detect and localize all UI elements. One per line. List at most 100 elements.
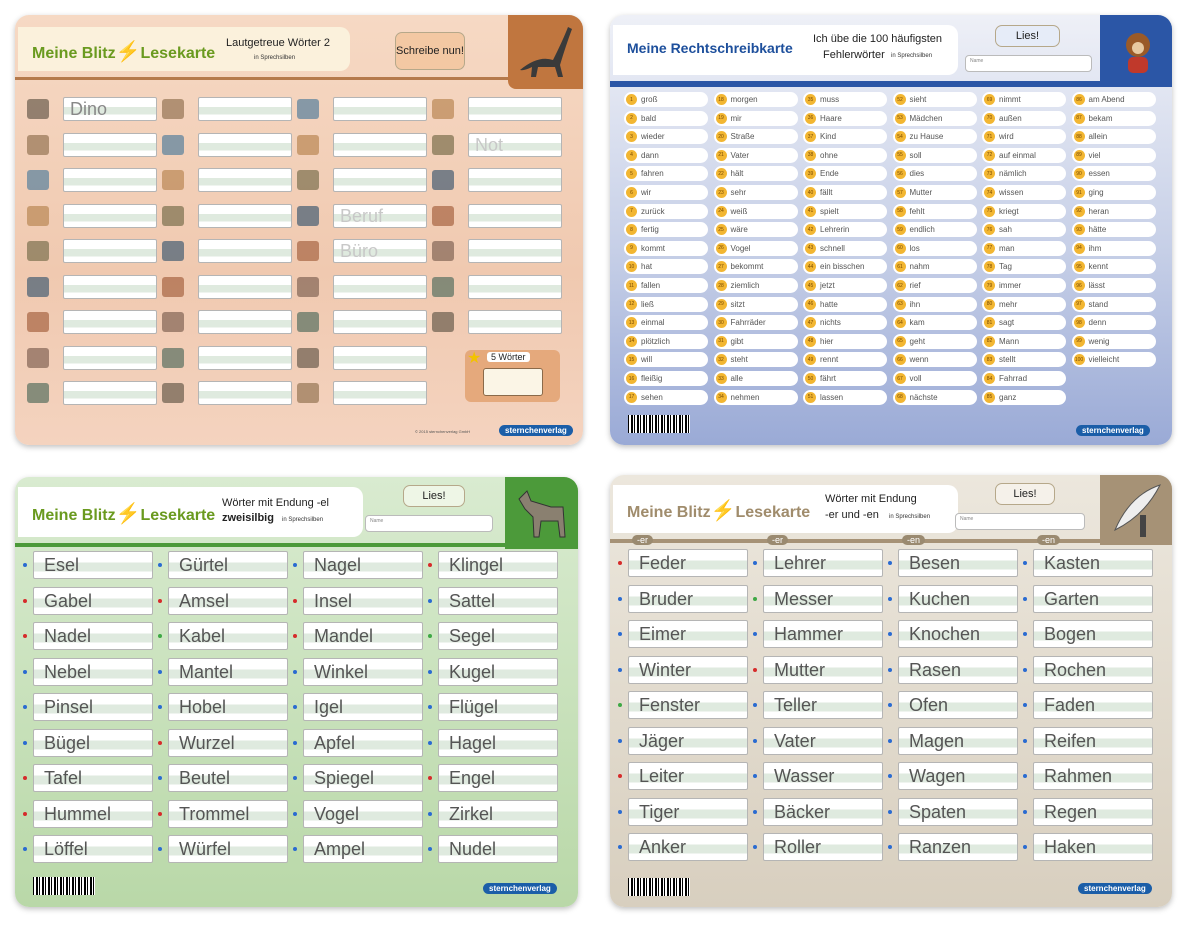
name-field[interactable]: Name — [955, 513, 1085, 530]
word-box: Amsel — [168, 586, 288, 615]
word-box: Klingel — [438, 551, 558, 579]
color-dot — [428, 598, 432, 603]
word-pill: 84 Fahrrad — [982, 371, 1066, 386]
word-pill: 75 kriegt — [982, 203, 1066, 219]
picture — [297, 276, 319, 297]
color-dot — [618, 667, 622, 672]
read-button[interactable]: Lies! — [995, 25, 1060, 47]
word-number: 90 — [1073, 168, 1085, 180]
word-box: Rasen — [898, 655, 1018, 684]
word-number: 8 — [626, 224, 637, 236]
logo: sternchenverlag — [1076, 425, 1150, 436]
logo: sternchenverlag — [1078, 883, 1152, 894]
picture — [162, 347, 184, 368]
word: wir — [641, 188, 652, 197]
word-pill: 65 geht — [892, 333, 977, 349]
word: muss — [820, 95, 840, 104]
word-pill: 8 fertig — [624, 222, 708, 238]
word: ihm — [1088, 243, 1102, 253]
word-number: 12 — [626, 298, 637, 310]
color-dot — [1023, 738, 1027, 743]
word-number: 100 — [1073, 354, 1085, 366]
color-dot — [293, 847, 297, 851]
word-pill: 78 Tag — [982, 259, 1066, 275]
word: Ofen — [909, 695, 949, 715]
word-number: 45 — [805, 280, 816, 291]
writing-line — [63, 132, 157, 157]
word: mir — [730, 113, 742, 123]
picture — [27, 383, 49, 403]
word-pill: 86 am Abend — [1071, 92, 1156, 107]
word-number: 32 — [715, 354, 727, 366]
color-dot — [1023, 703, 1027, 707]
word-number: 52 — [894, 94, 906, 105]
word-number: 19 — [715, 112, 727, 124]
writing-line — [198, 168, 292, 192]
word: Nudel — [449, 839, 497, 859]
word: Knochen — [909, 624, 981, 644]
word-pill: 27 bekommt — [713, 259, 798, 275]
word: stellt — [999, 355, 1016, 365]
color-dot — [293, 705, 297, 709]
name-field[interactable]: Name — [965, 55, 1092, 72]
word: sah — [999, 225, 1012, 235]
write-button[interactable]: Schreibe nun! — [395, 32, 465, 70]
word: bald — [641, 113, 657, 123]
word: fertig — [641, 225, 659, 235]
writing-line — [198, 381, 292, 405]
word-number: 67 — [894, 373, 906, 384]
word-pill: 21 Vater — [713, 147, 798, 163]
read-button[interactable]: Lies! — [403, 485, 465, 507]
word-pill: 59 endlich — [892, 222, 977, 238]
color-dot — [158, 776, 162, 780]
word-box: Regen — [1033, 797, 1153, 826]
word-grid: 1 groß 2 bald 3 wieder 4 dann 5 fahren 6 wir 7 zurück… — [610, 15, 1172, 445]
word-pill: 34 nehmen — [713, 389, 798, 405]
word: Igel — [314, 697, 344, 717]
color-dot — [888, 809, 892, 814]
word-box: Vater — [763, 726, 883, 755]
subtitle: Wörter mit Endung -el — [222, 497, 329, 509]
picture — [432, 99, 454, 119]
header-rule — [15, 77, 583, 80]
picture — [162, 205, 184, 226]
word-pill: 13 einmal — [624, 315, 708, 331]
word: Haken — [1044, 837, 1097, 857]
color-dot — [293, 669, 297, 674]
word-number: 7 — [626, 205, 637, 217]
word: Tag — [999, 262, 1012, 272]
word-number: 38 — [805, 149, 816, 161]
word-number: 66 — [894, 354, 906, 366]
word: Apfel — [314, 732, 356, 753]
color-dot — [293, 598, 297, 603]
word: geht — [909, 336, 926, 346]
brand-right: Lesekarte — [140, 45, 216, 62]
color-dot — [888, 703, 892, 707]
picture — [297, 170, 319, 190]
word-pill: 99 wenig — [1071, 333, 1156, 349]
badge: 5 Wörter ★ — [465, 350, 560, 402]
picture — [162, 276, 184, 297]
read-button[interactable]: Lies! — [995, 483, 1055, 505]
word: bekam — [1088, 113, 1113, 123]
word-pill: 93 hätte — [1071, 222, 1156, 238]
writing-line: Dino — [63, 97, 157, 121]
brand-right: Lesekarte — [735, 504, 811, 521]
word: Kind — [820, 132, 837, 142]
word-number: 21 — [715, 149, 727, 161]
word: denn — [1088, 318, 1107, 328]
word-box: Mandel — [303, 622, 423, 650]
writing-line: Büro — [333, 239, 427, 263]
word-box: Engel — [438, 764, 558, 792]
bolt: ⚡ — [710, 500, 736, 522]
word-pill: 94 ihm — [1071, 240, 1156, 256]
word-pill: 25 wäre — [713, 222, 798, 238]
word-box: Nudel — [438, 835, 558, 863]
color-dot — [23, 740, 27, 745]
word: Leiter — [639, 766, 685, 786]
name-field[interactable]: Name — [365, 515, 493, 532]
word-number: 61 — [894, 261, 906, 273]
word-pill: 16 fleißig — [624, 371, 708, 386]
picture — [162, 241, 184, 261]
word: Gürtel — [179, 555, 229, 575]
